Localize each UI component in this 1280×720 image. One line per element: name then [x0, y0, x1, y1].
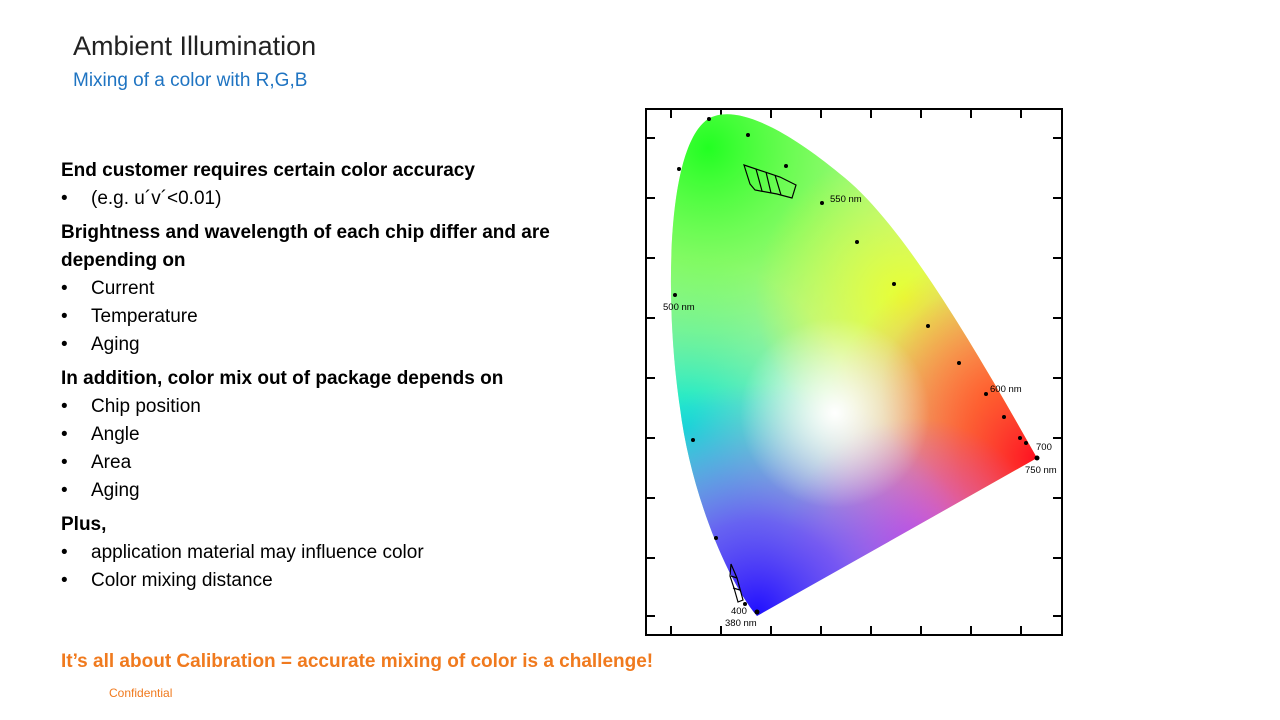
- section-heading: Plus,: [61, 514, 107, 535]
- bullet-list: • Current • Temperature • Aging: [61, 275, 601, 359]
- bullet-item: • Aging: [61, 331, 601, 359]
- section-heading: In addition, color mix out of package de…: [61, 368, 504, 389]
- label-750nm: 750 nm: [1025, 465, 1057, 476]
- bullet-item: • Angle: [61, 421, 601, 449]
- content-body: End customer requires certain color accu…: [61, 157, 601, 601]
- bullet-dot-icon: •: [61, 480, 68, 501]
- bullet-list: • (e.g. u´v´<0.01): [61, 185, 601, 213]
- bullet-dot-icon: •: [61, 570, 68, 591]
- bullet-item: • Chip position: [61, 393, 601, 421]
- section-heading: Brightness and wavelength of each chip d…: [61, 222, 550, 271]
- confidential-footer: Confidential: [109, 686, 173, 700]
- bullet-item: • Aging: [61, 477, 601, 505]
- bullet-dot-icon: •: [61, 334, 68, 355]
- bullet-text: Angle: [91, 424, 140, 445]
- wavelength-labels: 550 nm 500 nm 600 nm 700 750 nm 400 380 …: [663, 194, 1057, 629]
- bullet-list: • Chip position • Angle • Area • Aging: [61, 393, 601, 505]
- bullet-text: Chip position: [91, 396, 201, 417]
- binning-grid-blue: [729, 563, 744, 603]
- label-400nm: 400: [731, 606, 747, 617]
- label-550nm: 550 nm: [830, 194, 862, 205]
- bullet-dot-icon: •: [61, 396, 68, 417]
- slide-title: Ambient Illumination: [73, 31, 317, 61]
- slide-subtitle: Mixing of a color with R,G,B: [73, 70, 308, 91]
- section-heading: End customer requires certain color accu…: [61, 160, 475, 181]
- bullet-list: • application material may influence colo…: [61, 539, 601, 595]
- bullet-item: • application material may influence colo…: [61, 539, 601, 567]
- bullet-item: • (e.g. u´v´<0.01): [61, 185, 601, 213]
- content-section: In addition, color mix out of package de…: [61, 365, 601, 505]
- calibration-tagline: It’s all about Calibration = accurate mi…: [61, 651, 654, 672]
- bullet-text: Temperature: [91, 306, 198, 327]
- bullet-dot-icon: •: [61, 424, 68, 445]
- bullet-dot-icon: •: [61, 306, 68, 327]
- content-section: Plus, • application material may influence…: [61, 511, 601, 595]
- cie-diagram-svg: 550 nm 500 nm 600 nm 700 750 nm 400 380 …: [645, 108, 1063, 636]
- axis-ticks: [647, 110, 1061, 634]
- content-section: Brightness and wavelength of each chip d…: [61, 219, 601, 359]
- bullet-text: Area: [91, 452, 132, 473]
- bullet-text: Color mixing distance: [91, 570, 273, 591]
- bullet-dot-icon: •: [61, 542, 68, 563]
- binning-grid-green: [743, 164, 797, 199]
- bullet-text: Aging: [91, 334, 140, 355]
- bullet-item: • Current: [61, 275, 601, 303]
- bullet-text: Aging: [91, 480, 140, 501]
- bullet-dot-icon: •: [61, 278, 68, 299]
- bullet-text: application material may influence color: [91, 542, 424, 563]
- bullet-item: • Area: [61, 449, 601, 477]
- cie-chromaticity-diagram: 550 nm 500 nm 600 nm 700 750 nm 400 380 …: [645, 108, 1065, 638]
- bullet-text: (e.g. u´v´<0.01): [91, 188, 222, 209]
- label-500nm: 500 nm: [663, 302, 695, 313]
- content-section: End customer requires certain color accu…: [61, 157, 601, 213]
- label-700nm: 700: [1036, 442, 1052, 453]
- bullet-item: • Color mixing distance: [61, 567, 601, 595]
- wavelength-markers: [673, 117, 1040, 615]
- label-600nm: 600 nm: [990, 384, 1022, 395]
- bullet-dot-icon: •: [61, 188, 68, 209]
- bullet-text: Current: [91, 278, 155, 299]
- bullet-dot-icon: •: [61, 452, 68, 473]
- bullet-item: • Temperature: [61, 303, 601, 331]
- label-380nm: 380 nm: [725, 618, 757, 629]
